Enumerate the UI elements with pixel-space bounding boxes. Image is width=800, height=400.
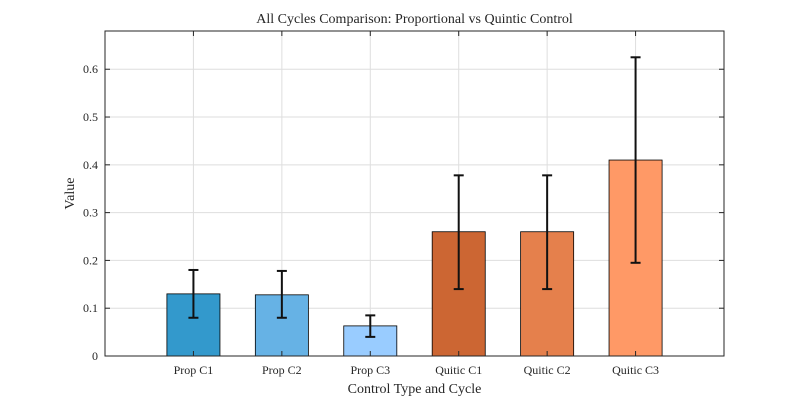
y-tick-label: 0 [92,349,98,363]
x-axis-label: Control Type and Cycle [348,382,482,397]
x-tick-label: Quitic C1 [435,363,482,377]
x-tick-label: Prop C1 [174,363,214,377]
x-axis-ticks: Prop C1 Prop C2 Prop C3 Quitic C1 Quitic C2 Q… [174,31,659,377]
chart-title: All Cycles Comparison: Proportional vs Q… [256,12,573,27]
x-tick-label: Prop C2 [262,363,302,377]
x-tick-label: Quitic C2 [524,363,571,377]
y-tick-label: 0.1 [83,301,98,315]
plot-frame [104,30,725,357]
x-tick-label: Quitic C3 [612,363,659,377]
y-tick-label: 0.5 [83,110,98,124]
error-bars [188,56,641,338]
y-tick-label: 0.2 [83,253,98,267]
y-tick-label: 0.3 [83,206,98,220]
y-axis-ticks: 0 0.1 0.2 0.3 0.4 0.5 0.6 [83,62,724,363]
y-axis-label: Value [63,178,78,210]
y-tick-label: 0.4 [83,158,98,172]
x-tick-label: Prop C3 [350,363,390,377]
y-tick-label: 0.6 [83,62,98,76]
